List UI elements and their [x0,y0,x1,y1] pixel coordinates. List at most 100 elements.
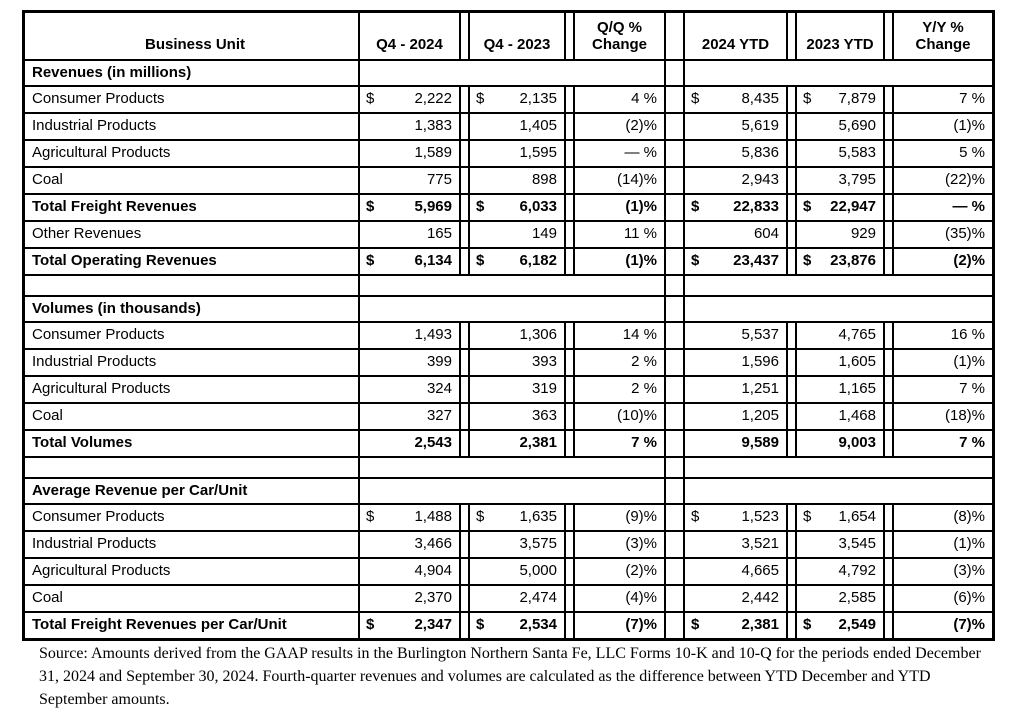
cell-value: 2 % [631,380,657,398]
cell-value: 7 % [631,434,657,452]
column-gap [566,247,573,274]
cell-value: 393 [531,353,557,371]
column-gap-wide [666,348,683,375]
column-gap [885,530,892,557]
cell-yy-change: (1)% [892,348,992,375]
cell-q4-2023: 5,000 [468,557,566,584]
column-gap [885,429,892,456]
row-label: Consumer Products [25,85,358,112]
cell-ytd-2024: 5,619 [683,112,788,139]
column-header-ytd-2023: 2023 YTD [795,13,885,59]
cell-value: 327 [426,407,452,425]
column-gap-wide [666,13,683,59]
cell-q4-2024: $6,134 [358,247,461,274]
dollar-sign: $ [476,616,485,634]
cell-value: (8)% [953,508,985,526]
financial-summary-table: Business Unit Q4 - 2024 Q4 - 2023 Q/Q % Cha… [22,10,995,641]
cell-yy-change: (22)% [892,166,992,193]
column-gap [788,166,795,193]
table-row: Coal 327 363 (10)% 1,205 1,468 (18)% [25,402,992,429]
cell-value: 2,347 [414,616,452,634]
cell-value: 9,589 [741,434,779,452]
table-row: Total Freight Revenues $5,969 $6,033 (1)% $2… [25,193,992,220]
column-gap [885,375,892,402]
column-gap [461,13,468,59]
cell-yy-change: 5 % [892,139,992,166]
cell-q4-2023: 393 [468,348,566,375]
cell-value: 5,690 [838,117,876,135]
cell-value: 2,370 [414,589,452,607]
merged-cell [358,456,666,477]
cell-value: 2,549 [838,616,876,634]
dollar-sign: $ [691,198,700,216]
cell-value: (3)% [625,535,657,553]
merged-cell [683,59,992,85]
cell-yy-change: 16 % [892,321,992,348]
cell-value: (1)% [625,252,657,270]
cell-yy-change: (6)% [892,584,992,611]
cell-ytd-2024: 2,442 [683,584,788,611]
cell-value: 2,442 [741,589,779,607]
column-gap [885,584,892,611]
cell-value: 1,383 [414,117,452,135]
column-gap [566,166,573,193]
cell-ytd-2024: 4,665 [683,557,788,584]
dollar-sign: $ [691,90,700,108]
column-gap [788,429,795,456]
column-gap-wide [666,477,683,503]
cell-value: 23,876 [830,252,876,270]
column-gap-wide [666,530,683,557]
cell-q4-2024: $5,969 [358,193,461,220]
dollar-sign: $ [366,90,375,108]
cell-ytd-2023: $1,654 [795,503,885,530]
spacer-row [25,274,992,295]
column-gap [461,584,468,611]
column-header-q4-2023: Q4 - 2023 [468,13,566,59]
column-gap-wide [666,166,683,193]
column-gap [788,348,795,375]
column-gap-wide [666,295,683,321]
cell-q4-2024: 165 [358,220,461,247]
column-gap [885,13,892,59]
cell-qq-change: (1)% [573,193,666,220]
cell-q4-2024: 1,493 [358,321,461,348]
cell-value: 23,437 [733,252,779,270]
column-gap [461,112,468,139]
table-row: Coal 2,370 2,474 (4)% 2,442 2,585 (6)% [25,584,992,611]
cell-value: 9,003 [838,434,876,452]
dollar-sign: $ [803,508,812,526]
cell-ytd-2024: 5,836 [683,139,788,166]
column-header-ytd-2024: 2024 YTD [683,13,788,59]
cell-q4-2024: 3,466 [358,530,461,557]
cell-value: (1)% [953,353,985,371]
cell-qq-change: 14 % [573,321,666,348]
cell-value: 3,795 [838,171,876,189]
column-gap [461,557,468,584]
cell-q4-2024: 2,543 [358,429,461,456]
cell-q4-2023: 1,405 [468,112,566,139]
cell-qq-change: 2 % [573,375,666,402]
cell-ytd-2024: 1,251 [683,375,788,402]
row-label: Total Freight Revenues [25,193,358,220]
cell-value: 1,595 [519,144,557,162]
dollar-sign: $ [476,252,485,270]
cell-qq-change: 2 % [573,348,666,375]
column-gap [885,611,892,638]
column-gap [885,112,892,139]
merged-cell [358,59,666,85]
column-gap-wide [666,584,683,611]
cell-ytd-2024: 9,589 [683,429,788,456]
column-gap [788,321,795,348]
cell-ytd-2024: 5,537 [683,321,788,348]
cell-q4-2023: $6,182 [468,247,566,274]
table-row: Agricultural Products 4,904 5,000 (2)% 4,665… [25,557,992,584]
cell-ytd-2023: 9,003 [795,429,885,456]
row-label: Consumer Products [25,321,358,348]
cell-yy-change: 7 % [892,375,992,402]
dollar-sign: $ [476,508,485,526]
cell-value: 4,765 [838,326,876,344]
cell-q4-2023: $6,033 [468,193,566,220]
column-gap [885,139,892,166]
column-gap-wide [666,429,683,456]
column-gap [566,193,573,220]
